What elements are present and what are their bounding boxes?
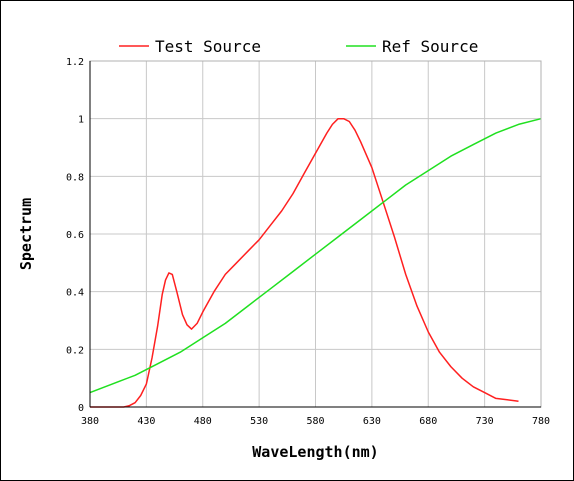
legend-label-ref-source: Ref Source	[382, 37, 478, 56]
y-tick-label: 1	[78, 115, 84, 126]
y-tick-label: 1.2	[66, 57, 84, 68]
y-tick-label: 0.4	[66, 288, 84, 299]
x-tick-label: 380	[81, 416, 99, 427]
series-line-ref-source	[89, 117, 542, 394]
x-tick-label: 580	[306, 416, 324, 427]
legend: Test Source Ref Source	[119, 37, 478, 56]
series-layer	[89, 117, 542, 408]
axes	[89, 60, 542, 408]
x-tick-label: 530	[250, 416, 268, 427]
x-tick-label: 730	[476, 416, 494, 427]
x-tick-label: 630	[363, 416, 381, 427]
x-tick-label: 680	[419, 416, 437, 427]
y-tick-label: 0.8	[66, 172, 84, 183]
x-tick-label: 780	[532, 416, 550, 427]
tick-labels: 380 430 480 530 580 630 680 730 780 0 0.2 0.4 0.6 0.8…	[66, 57, 550, 427]
y-axis-label: Spectrum	[17, 198, 35, 270]
grid	[89, 60, 542, 408]
legend-label-test-source: Test Source	[155, 37, 261, 56]
y-tick-label: 0	[78, 403, 84, 414]
y-tick-label: 0.6	[66, 230, 84, 241]
series-line-test-source	[90, 117, 519, 408]
x-axis-label: WaveLength(nm)	[252, 443, 378, 461]
x-tick-label: 430	[137, 416, 155, 427]
y-tick-label: 0.2	[66, 345, 84, 356]
x-tick-label: 480	[194, 416, 212, 427]
